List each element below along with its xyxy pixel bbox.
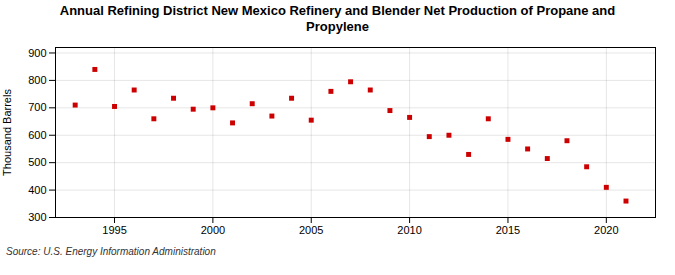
html-text:Annual Refining District New M: Annual Refining District New Mexico Refi… (59, 3, 616, 34)
svg-text:2000: 2000 (201, 224, 225, 236)
svg-text:700: 700 (28, 101, 46, 113)
svg-text:300: 300 (28, 211, 46, 223)
svg-text:2005: 2005 (299, 224, 323, 236)
svg-text:1995: 1995 (102, 224, 126, 236)
svg-text:600: 600 (28, 129, 46, 141)
svg-text:2020: 2020 (594, 224, 618, 236)
html-text:Source: U.S. Energy Informatio: Source: U.S. Energy Information Administ… (6, 246, 216, 257)
svg-text:900: 900 (28, 47, 46, 59)
svg-text:2010: 2010 (397, 224, 421, 236)
svg-text:800: 800 (28, 74, 46, 86)
svg-text:Thousand Barrels: Thousand Barrels (1, 89, 13, 176)
svg-text:400: 400 (28, 184, 46, 196)
svg-text:2015: 2015 (496, 224, 520, 236)
svg-text:500: 500 (28, 156, 46, 168)
